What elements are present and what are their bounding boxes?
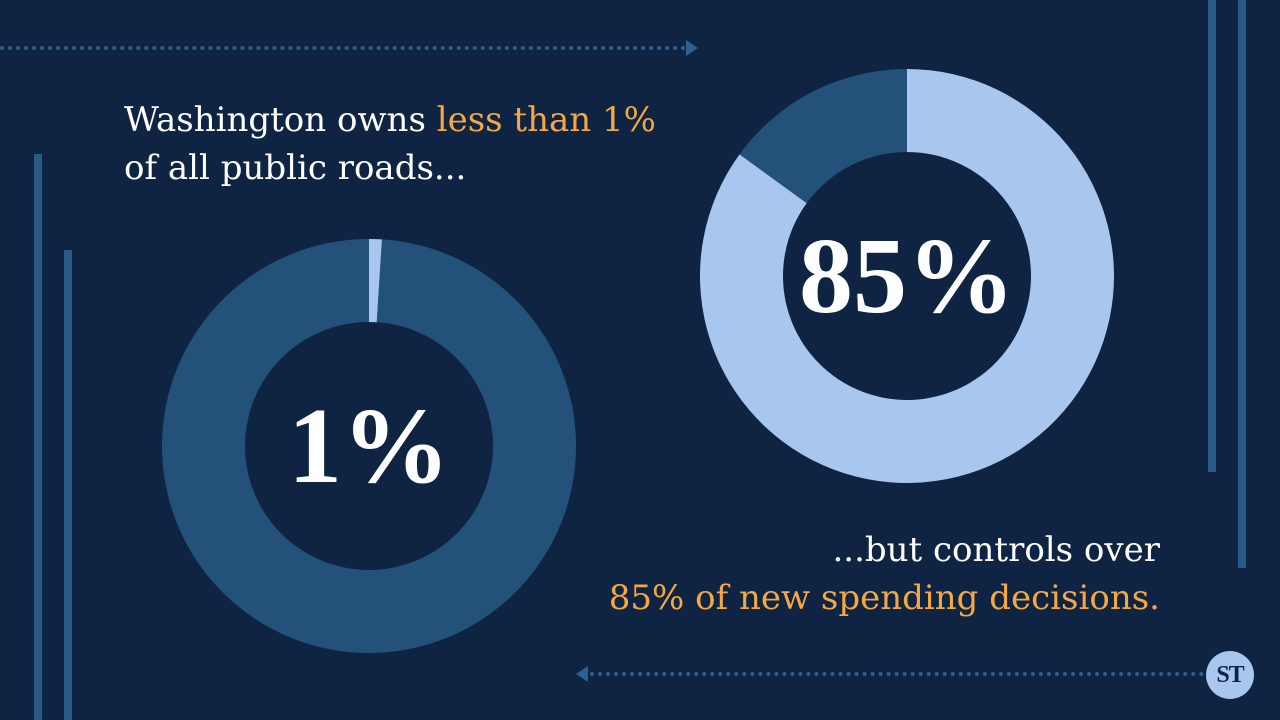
donut-0-slice-0 (369, 239, 382, 323)
donut-1pct-center-label: 1% (288, 387, 450, 506)
donut-chart-85pct: 85% (700, 69, 1114, 483)
headline-top-line2: of all public roads... (124, 148, 467, 188)
decor-vertical-bar-right-1 (1208, 0, 1216, 472)
decor-arrow-left-icon (576, 666, 588, 682)
decor-vertical-bar-left-2 (64, 250, 72, 720)
decor-vertical-bar-right-2 (1238, 0, 1246, 568)
decor-dotted-line-bottom (590, 672, 1204, 676)
headline-top-highlight: less than 1% (436, 100, 656, 140)
decor-dotted-line-top (0, 46, 686, 50)
donut-85pct-center-label: 85% (799, 217, 1015, 336)
decor-arrow-right-icon (686, 40, 698, 56)
headline-top-text: Washington owns (124, 100, 437, 140)
headline-bottom-highlight: 85% of new spending decisions. (608, 578, 1160, 618)
headline-bottom-line1: ...but controls over (832, 530, 1160, 570)
logo: ST (1206, 651, 1254, 699)
donut-chart-1pct: 1% (161, 239, 576, 654)
decor-vertical-bar-left-1 (34, 154, 42, 720)
headline-top: Washington owns less than 1% of all publ… (124, 96, 684, 192)
logo-text: ST (1216, 662, 1244, 688)
donut-1-slice-1 (739, 69, 907, 204)
donut-1-slice-0 (700, 69, 1114, 483)
headline-bottom: ...but controls over 85% of new spending… (520, 526, 1160, 622)
donut-0-slice-1 (161, 239, 576, 654)
